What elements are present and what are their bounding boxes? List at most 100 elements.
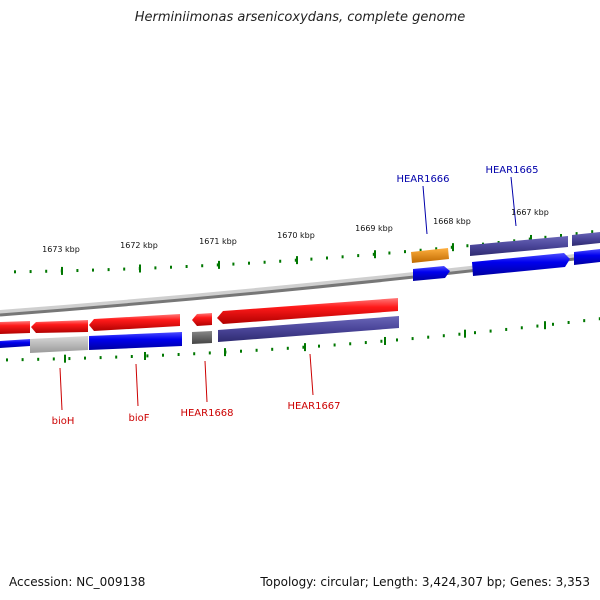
minor-tick (489, 329, 492, 333)
upper-scale-major-ticks (61, 234, 532, 275)
tick-label: 1667 kbp (511, 208, 549, 217)
map-title: Herminiimonas arsenicoxydans, complete g… (134, 10, 466, 25)
upper-tick-labels: 1673 kbp 1672 kbp 1671 kbp 1670 kbp 1669… (42, 208, 549, 254)
gene-label-biof[interactable]: bioF (129, 413, 150, 424)
tick-label: 1672 kbp (120, 241, 158, 250)
minor-tick (442, 334, 445, 338)
major-tick (144, 351, 146, 360)
minor-tick (505, 327, 508, 331)
tick-label: 1673 kbp (42, 245, 80, 254)
minor-tick (388, 251, 391, 255)
minor-tick (567, 320, 570, 324)
minor-tick (310, 257, 313, 261)
reverse-strand-genes (0, 298, 399, 353)
minor-tick (380, 339, 383, 343)
gene-hear1665-feature[interactable] (470, 236, 568, 256)
minor-tick (552, 322, 554, 326)
minor-tick (326, 256, 328, 260)
minor-tick (45, 269, 48, 273)
minor-tick (201, 264, 204, 268)
minor-tick (458, 332, 461, 336)
gene-blue-feature[interactable] (413, 266, 450, 281)
major-tick (384, 336, 386, 345)
gene-label-hear1665[interactable]: HEAR1665 (485, 165, 538, 176)
tick-label: 1670 kbp (277, 231, 315, 240)
minor-tick (528, 237, 531, 241)
gene-gray-feature[interactable] (192, 331, 212, 344)
callout-lines (59, 176, 517, 411)
minor-tick (263, 260, 266, 264)
minor-tick (419, 248, 422, 252)
topology-text: Topology: circular; Length: 3,424,307 bp… (260, 575, 590, 589)
minor-tick (115, 355, 118, 359)
gene-hear1666-feature[interactable] (411, 248, 449, 263)
gene-bioh-feature[interactable] (89, 332, 182, 350)
minor-tick (575, 232, 578, 236)
minor-tick (396, 338, 398, 342)
minor-tick (170, 265, 172, 269)
major-tick (139, 264, 141, 273)
minor-tick (37, 357, 40, 361)
major-tick (218, 260, 220, 269)
gene-label-hear1666[interactable]: HEAR1666 (396, 174, 449, 185)
minor-tick (591, 230, 594, 234)
gene-navy-feature[interactable] (0, 339, 30, 348)
gene-label-bioh[interactable]: bioH (52, 416, 75, 427)
minor-tick (560, 233, 562, 237)
major-tick (224, 348, 226, 357)
accession-text: Accession: NC_009138 (9, 575, 146, 589)
minor-tick (286, 346, 289, 350)
gene-slate-feature[interactable] (218, 316, 399, 342)
tick-label: 1671 kbp (199, 237, 237, 246)
minor-tick (154, 266, 157, 270)
upper-scale-ruler (14, 230, 594, 275)
minor-tick (294, 258, 297, 262)
gene-red-feature[interactable] (89, 314, 180, 331)
minor-tick (520, 326, 523, 330)
forward-strand-genes (411, 232, 600, 281)
lower-scale-major-ticks (64, 321, 546, 363)
minor-tick (6, 358, 8, 362)
minor-tick (68, 357, 71, 361)
gene-biof-feature[interactable] (31, 320, 88, 333)
gene-label-hear1667[interactable]: HEAR1667 (287, 401, 340, 412)
minor-tick (21, 358, 24, 362)
minor-tick (52, 357, 55, 361)
minor-tick (411, 337, 414, 341)
minor-tick (450, 245, 453, 249)
gene-slate-feature[interactable] (572, 232, 600, 246)
minor-tick (84, 356, 86, 360)
minor-tick (427, 335, 430, 339)
minor-tick (92, 268, 94, 272)
lower-scale-minor-ticks (6, 317, 600, 362)
gene-blue-feature[interactable] (574, 249, 600, 265)
minor-tick (474, 331, 476, 335)
minor-tick (404, 250, 406, 254)
major-tick (374, 250, 376, 259)
minor-tick (302, 345, 305, 349)
minor-tick (185, 265, 188, 269)
minor-tick (240, 349, 242, 353)
minor-tick (123, 267, 126, 271)
minor-tick (466, 244, 469, 248)
minor-tick (130, 354, 133, 358)
minor-tick (76, 269, 79, 273)
gene-red-feature[interactable] (0, 321, 30, 334)
gene-hear1668-feature[interactable] (192, 313, 212, 326)
minor-tick (357, 254, 360, 258)
gene-labels: HEAR1666 HEAR1665 bioH bioF HEAR1668 HEA… (52, 165, 539, 427)
minor-tick (248, 261, 250, 265)
minor-tick (255, 348, 258, 352)
major-tick (464, 329, 466, 338)
minor-tick (99, 356, 102, 360)
minor-tick (162, 353, 164, 357)
minor-tick (107, 268, 110, 272)
gene-label-hear1668[interactable]: HEAR1668 (180, 408, 233, 419)
minor-tick (271, 347, 274, 351)
major-tick (64, 354, 66, 363)
gene-blue-feature[interactable] (472, 253, 570, 276)
minor-tick (208, 351, 211, 355)
gene-light-feature[interactable] (30, 336, 88, 353)
gene-hear1667-feature[interactable] (217, 298, 398, 324)
